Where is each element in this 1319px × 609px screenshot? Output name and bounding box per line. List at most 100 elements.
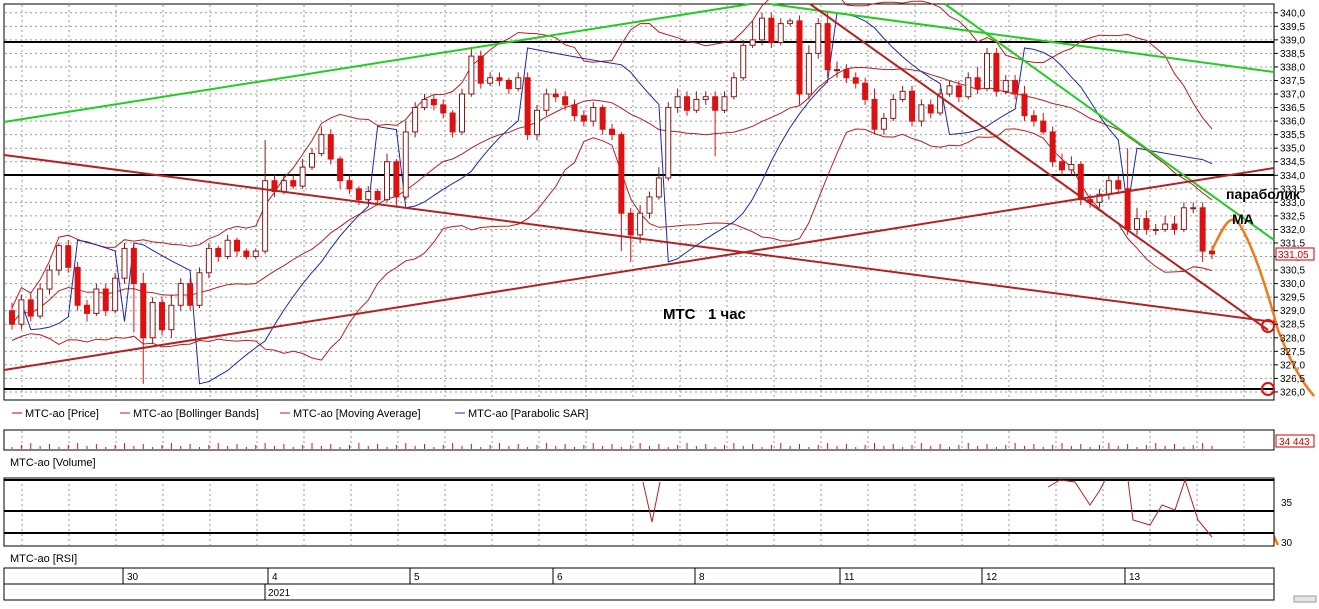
candle-body-76 xyxy=(721,96,728,111)
candle-body-23 xyxy=(224,239,231,258)
price-tick-9: 335,5 xyxy=(1280,130,1305,141)
candle-body-91 xyxy=(862,82,869,100)
price-tick-13: 333,5 xyxy=(1280,184,1305,195)
price-tick-7: 336,5 xyxy=(1280,103,1305,114)
volume-grid xyxy=(21,431,1245,449)
candle-body-16 xyxy=(159,302,165,331)
target-circle-326 xyxy=(1261,382,1275,396)
price-tick-14: 333,0 xyxy=(1280,198,1305,209)
candle-body-34 xyxy=(327,134,334,160)
candle-body-92 xyxy=(871,98,878,130)
candle-body-32 xyxy=(309,153,315,168)
rsi-segment-1 xyxy=(642,481,661,523)
candle-body-31 xyxy=(299,166,306,187)
candle-body-37 xyxy=(355,188,362,201)
candle-body-80 xyxy=(759,17,765,41)
price-tick-23: 328,5 xyxy=(1280,320,1305,331)
candle-body-112 xyxy=(1059,161,1065,171)
candle-body-96 xyxy=(909,90,915,122)
candle-body-62 xyxy=(590,107,597,122)
legend: МТС-ао [Price] МТС-ао [Bollinger Bands] МТ… xyxy=(12,408,588,420)
candle-body-8 xyxy=(84,304,90,314)
candle-body-44 xyxy=(421,98,428,109)
candle-body-29 xyxy=(280,180,287,193)
candle-body-43 xyxy=(412,107,419,133)
candle-body-58 xyxy=(552,93,559,98)
candle-body-95 xyxy=(899,90,906,100)
candle-body-79 xyxy=(749,39,756,46)
green-trendline-3 xyxy=(944,3,1275,241)
legend-label-2: МТС-ао [Moving Average] xyxy=(293,408,421,420)
candle-body-41 xyxy=(393,161,400,198)
annotation-ma: МА xyxy=(1232,211,1254,227)
candle-body-123 xyxy=(1162,223,1169,230)
target-circle-328 xyxy=(1261,319,1275,333)
bollinger-upper xyxy=(11,0,1213,309)
candle-body-107 xyxy=(1012,79,1019,95)
legend-label-1: МТС-ао [Bollinger Bands] xyxy=(133,408,259,420)
candle-body-120 xyxy=(1134,218,1140,230)
price-tick-4: 338,0 xyxy=(1280,62,1305,73)
last-price-label: 331,05 xyxy=(1278,250,1309,261)
trend-lines xyxy=(3,3,1275,371)
price-tick-20: 330,0 xyxy=(1280,279,1305,290)
price-tick-11: 334,5 xyxy=(1280,157,1305,168)
candle-body-54 xyxy=(515,77,522,90)
bollinger-bands xyxy=(11,0,1213,361)
candle-body-21 xyxy=(205,247,212,274)
price-axis: 340,0 339,5 339,0 338,5 338,0 337,5 337,0 336,5… xyxy=(1274,8,1305,398)
candle-body-72 xyxy=(684,96,690,111)
candle-body-1 xyxy=(18,299,25,325)
candle-body-77 xyxy=(730,77,737,98)
date-label-7: 13 xyxy=(1129,572,1141,583)
candle-body-50 xyxy=(477,55,484,84)
candle-body-11 xyxy=(112,277,119,312)
scrollbar-handle[interactable] xyxy=(1293,595,1317,603)
candle-body-83 xyxy=(787,20,794,25)
rsi-tick-35: 35 xyxy=(1281,498,1293,509)
candle-body-35 xyxy=(337,158,344,182)
parabolic-sar-line xyxy=(20,12,1213,385)
candle-body-125 xyxy=(1180,207,1187,230)
date-labels: 30 4 5 6 8 11 12 13 xyxy=(122,568,1141,584)
price-tick-12: 334,0 xyxy=(1280,171,1305,182)
volume-panel-label: МТС-ао [Volume] xyxy=(10,457,96,469)
legend-label-0: МТС-ао [Price] xyxy=(25,408,99,420)
candle-body-116 xyxy=(1096,193,1103,203)
volume-bars xyxy=(11,443,1213,449)
candle-body-97 xyxy=(918,104,925,122)
candle-body-65 xyxy=(618,134,625,214)
candle-body-100 xyxy=(946,85,953,95)
bollinger-lower xyxy=(11,128,1213,361)
candle-body-101 xyxy=(955,85,962,98)
annotation-parabolik: параболик xyxy=(1226,186,1301,202)
price-tick-26: 327,0 xyxy=(1280,360,1305,371)
price-tick-3: 338,5 xyxy=(1280,49,1305,60)
candle-body-18 xyxy=(177,283,184,306)
year-label: 2021 xyxy=(268,588,291,599)
date-label-0: 30 xyxy=(127,572,139,583)
date-label-4: 8 xyxy=(699,572,705,583)
candle-body-49 xyxy=(468,55,475,95)
volume-panel xyxy=(3,429,1275,451)
candle-body-118 xyxy=(1115,180,1122,190)
candle-body-111 xyxy=(1049,131,1056,163)
candle-body-67 xyxy=(637,212,644,236)
candle-body-33 xyxy=(318,134,325,155)
price-tick-25: 327,5 xyxy=(1280,347,1305,358)
candle-body-82 xyxy=(777,23,784,44)
candle-body-48 xyxy=(459,93,465,133)
price-tick-28: 326,0 xyxy=(1280,387,1305,398)
candle-body-117 xyxy=(1105,180,1112,195)
candle-body-25 xyxy=(243,250,250,258)
price-tick-5: 337,5 xyxy=(1280,76,1305,87)
price-tick-19: 330,5 xyxy=(1280,266,1305,277)
price-tick-8: 336,0 xyxy=(1280,117,1305,128)
candle-body-46 xyxy=(440,104,447,114)
date-label-1: 4 xyxy=(272,572,278,583)
candle-body-85 xyxy=(805,52,812,95)
date-label-5: 11 xyxy=(844,572,855,583)
candle-body-104 xyxy=(984,52,990,90)
candle-body-19 xyxy=(187,283,194,306)
